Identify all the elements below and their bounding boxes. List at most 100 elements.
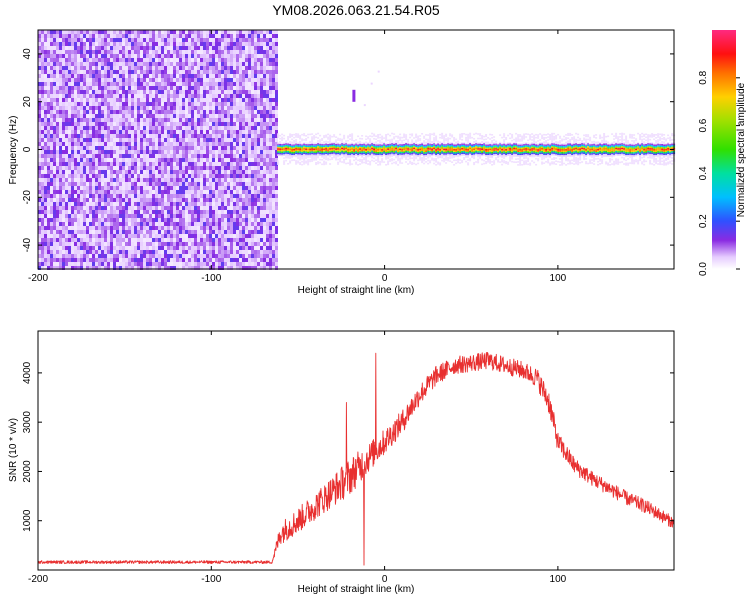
spectrogram-noise-cell: [71, 242, 74, 246]
spectrogram-noise-cell: [149, 250, 152, 254]
spectrogram-noise-cell: [185, 218, 188, 222]
spectrogram-noise-cell: [134, 58, 137, 62]
spectrogram-noise-cell: [242, 94, 245, 98]
spectrogram-noise-cell: [98, 154, 101, 158]
spectrogram-noise-cell: [149, 162, 152, 166]
spectrogram-noise-cell: [53, 46, 56, 50]
spectrogram-noise-cell: [233, 42, 236, 46]
spectrogram-noise-cell: [230, 74, 233, 78]
spectrogram-noise-cell: [191, 258, 194, 262]
spectrogram-noise-cell: [227, 210, 230, 214]
spectrogram-noise-cell: [170, 102, 173, 106]
spectrogram-noise-cell: [167, 70, 170, 74]
spectrogram-noise-cell: [50, 62, 53, 66]
spectrogram-noise-cell: [164, 130, 167, 134]
spectrogram-noise-cell: [56, 218, 59, 222]
spectrogram-noise-cell: [92, 122, 95, 126]
spectrogram-noise-cell: [125, 126, 128, 130]
spectrogram-noise-cell: [92, 30, 95, 34]
spectrogram-noise-cell: [263, 118, 266, 122]
spectrogram-noise-cell: [107, 126, 110, 130]
spectrogram-noise-cell: [86, 230, 89, 234]
spectrogram-noise-cell: [131, 54, 134, 58]
spectrogram-noise-cell: [224, 170, 227, 174]
spectrogram-noise-cell: [269, 106, 272, 110]
spectrogram-tone-cell: [283, 134, 286, 137]
spectrogram-noise-cell: [239, 262, 242, 266]
spectrogram-noise-cell: [203, 90, 206, 94]
spectrogram-noise-cell: [158, 226, 161, 230]
spectrogram-noise-cell: [149, 98, 152, 102]
spectrogram-noise-cell: [107, 186, 110, 190]
spectrogram-tone-cell: [283, 146, 286, 149]
spectrogram-noise-cell: [98, 198, 101, 202]
spectrogram-noise-cell: [140, 42, 143, 46]
spectrogram-noise-cell: [170, 106, 173, 110]
spectrogram-noise-cell: [272, 186, 275, 190]
spectrogram-noise-cell: [50, 94, 53, 98]
spectrogram-noise-cell: [113, 246, 116, 250]
spectrogram-noise-cell: [218, 110, 221, 114]
spectrogram-noise-cell: [182, 166, 185, 170]
spectrogram-noise-cell: [266, 246, 269, 250]
spectrogram-noise-cell: [242, 150, 245, 154]
spectrogram-noise-cell: [83, 210, 86, 214]
spectrogram-noise-cell: [152, 182, 155, 186]
spectrogram-noise-cell: [257, 78, 260, 82]
spectrogram-noise-cell: [68, 98, 71, 102]
spectrogram-noise-cell: [224, 182, 227, 186]
spectrogram-noise-cell: [155, 202, 158, 206]
spectrogram-noise-cell: [179, 150, 182, 154]
spectrogram-noise-cell: [143, 182, 146, 186]
spectrogram-noise-cell: [86, 226, 89, 230]
spectrogram-noise-cell: [182, 222, 185, 226]
spectrogram-noise-cell: [149, 242, 152, 246]
spectrogram-noise-cell: [143, 90, 146, 94]
spectrogram-noise-cell: [92, 158, 95, 162]
spectrogram-noise-cell: [161, 162, 164, 166]
spectrogram-noise-cell: [254, 126, 257, 130]
spectrogram-noise-cell: [47, 162, 50, 166]
spectrogram-noise-cell: [173, 158, 176, 162]
spectrogram-noise-cell: [245, 154, 248, 158]
figure-title: YM08.2026.063.21.54.R05: [272, 2, 440, 18]
spectrogram-noise-cell: [155, 98, 158, 102]
spectrogram-noise-cell: [236, 242, 239, 246]
spectrogram-noise-cell: [155, 234, 158, 238]
spectrogram-noise-cell: [257, 114, 260, 118]
spectrogram-noise-cell: [92, 94, 95, 98]
spectrogram-noise-cell: [113, 170, 116, 174]
spectrogram-noise-cell: [125, 38, 128, 42]
spectrogram-noise-cell: [206, 102, 209, 106]
spectrogram-noise-cell: [110, 222, 113, 226]
spectrogram-noise-cell: [197, 142, 200, 146]
spectrogram-noise-cell: [80, 110, 83, 114]
spectrogram-noise-cell: [221, 130, 224, 134]
spectrogram-noise-cell: [257, 218, 260, 222]
spectrogram-noise-cell: [38, 106, 41, 110]
spectrogram-tone-cell: [277, 146, 280, 149]
spectrogram-noise-cell: [38, 86, 41, 90]
spectrogram-noise-cell: [191, 50, 194, 54]
spectrogram-noise-cell: [260, 146, 263, 150]
spectrogram-noise-cell: [194, 170, 197, 174]
spectrogram-noise-cell: [239, 38, 242, 42]
spectrogram-noise-cell: [119, 42, 122, 46]
spectrogram-noise-cell: [272, 210, 275, 214]
spectrogram-noise-cell: [104, 198, 107, 202]
spectrogram-noise-cell: [269, 174, 272, 178]
spectrogram-noise-cell: [167, 170, 170, 174]
spectrogram-noise-cell: [116, 162, 119, 166]
spectrogram-noise-cell: [101, 170, 104, 174]
spectrogram-noise-cell: [140, 58, 143, 62]
spectrogram-noise-cell: [62, 30, 65, 34]
spectrogram-noise-cell: [227, 46, 230, 50]
spectrogram-noise-cell: [254, 118, 257, 122]
spectrogram-tone-cell: [297, 160, 300, 162]
spectrogram-noise-cell: [239, 162, 242, 166]
spectrogram-noise-cell: [212, 130, 215, 134]
spectrogram-noise-cell: [119, 246, 122, 250]
spectrogram-noise-cell: [44, 66, 47, 70]
spectrogram-tone-cell: [279, 142, 282, 144]
spectrogram-noise-cell: [263, 122, 266, 126]
